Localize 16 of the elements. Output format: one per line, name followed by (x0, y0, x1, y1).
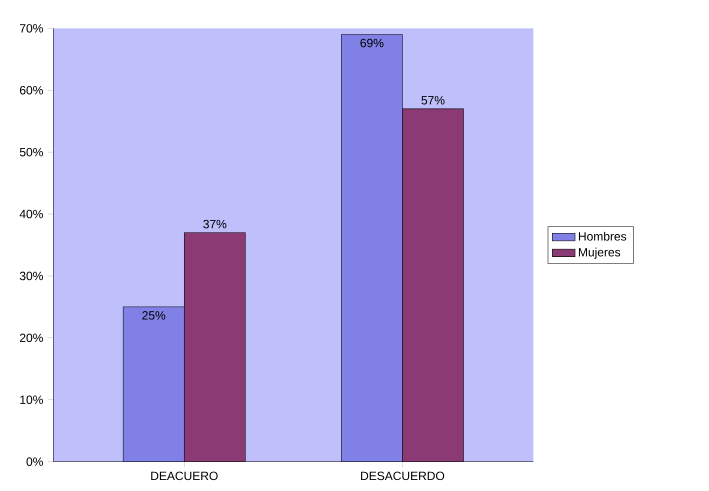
x-tick-label: DESACUERDO (361, 472, 444, 480)
y-tick-label: 40% (20, 210, 43, 218)
data-label: 37% (203, 220, 226, 228)
y-tick-label: 50% (20, 148, 43, 156)
y-tick-label: 10% (20, 395, 43, 404)
y-tick-label: 20% (20, 334, 43, 342)
data-label: 57% (421, 96, 445, 105)
x-tick-label: DEACUERO (151, 472, 218, 480)
data-label: 25% (142, 311, 166, 320)
data-label: 69% (360, 38, 384, 48)
legend-label: Mujeres (578, 248, 620, 259)
y-tick-label: 0% (26, 457, 43, 466)
y-tick-label: 70% (20, 24, 43, 33)
y-tick-label: 60% (20, 86, 43, 94)
legend-label: Hombres (578, 232, 626, 241)
y-tick-label: 30% (20, 272, 43, 280)
